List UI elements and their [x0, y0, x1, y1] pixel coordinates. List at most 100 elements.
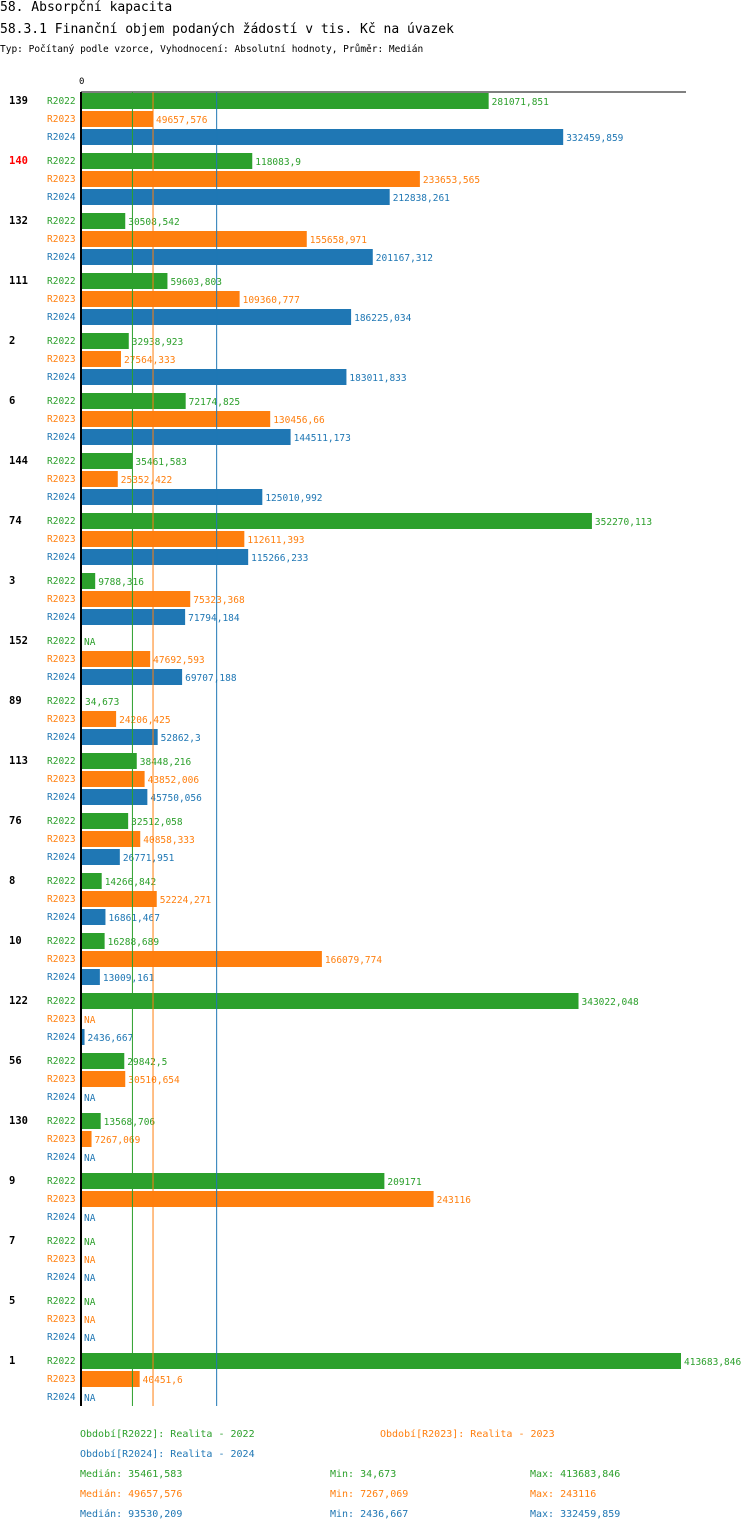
- series-row-label: R2024: [47, 492, 76, 503]
- chart-section-title: 58. Absorpční kapacita: [0, 0, 173, 15]
- bar: [81, 969, 100, 985]
- data-label: 40858,333: [143, 835, 194, 846]
- series-row-label: R2023: [47, 534, 76, 545]
- data-label: 209171: [387, 1177, 422, 1188]
- data-label: 75323,368: [193, 595, 245, 606]
- series-row-label: R2023: [47, 114, 76, 125]
- category-label: 56: [9, 1055, 22, 1067]
- series-row-label: R2022: [47, 96, 76, 107]
- bar: [81, 909, 106, 925]
- category-label: 3: [9, 575, 15, 587]
- stat-min: Min: 34,673: [330, 1469, 396, 1480]
- series-row-label: R2022: [47, 396, 76, 407]
- bar: [81, 933, 105, 949]
- series-row-label: R2024: [47, 132, 76, 143]
- data-label: 71794,184: [188, 613, 240, 624]
- data-label: 212838,261: [393, 193, 450, 204]
- data-label: 59603,803: [170, 277, 221, 288]
- data-label: NA: [84, 1093, 96, 1104]
- series-row-label: R2023: [47, 954, 76, 965]
- series-row-label: R2023: [47, 1074, 76, 1085]
- data-label: 45750,056: [150, 793, 202, 804]
- data-label: 201167,312: [376, 253, 433, 264]
- stat-max: Max: 413683,846: [530, 1469, 620, 1480]
- data-label: 49657,576: [156, 115, 208, 126]
- bar: [81, 129, 564, 145]
- series-row-label: R2023: [47, 774, 76, 785]
- chart-meta: Typ: Počítaný podle vzorce, Vyhodnocení:…: [0, 44, 424, 55]
- data-label: NA: [84, 1297, 96, 1308]
- category-label: 5: [9, 1295, 15, 1307]
- bar: [81, 249, 373, 265]
- data-label: 183011,833: [349, 373, 406, 384]
- data-label: NA: [84, 637, 96, 648]
- series-row-label: R2022: [47, 1236, 76, 1247]
- bar: [81, 453, 133, 469]
- bar: [81, 993, 579, 1009]
- series-row-label: R2024: [47, 732, 76, 743]
- bar: [81, 1191, 434, 1207]
- data-label: 115266,233: [251, 553, 308, 564]
- series-row-label: R2024: [47, 432, 76, 443]
- bar: [81, 669, 183, 685]
- bar: [81, 351, 121, 367]
- category-label: 139: [9, 95, 28, 107]
- data-label: 52224,271: [160, 895, 212, 906]
- bar: [81, 573, 96, 589]
- bar: [81, 1173, 385, 1189]
- data-label: 38448,216: [140, 757, 192, 768]
- legend-entry: Období[R2023]: Realita - 2023: [380, 1428, 555, 1440]
- data-label: 72174,825: [189, 397, 240, 408]
- data-label: NA: [84, 1315, 96, 1326]
- data-label: 144511,173: [294, 433, 351, 444]
- series-row-label: R2022: [47, 876, 76, 887]
- data-label: 30508,542: [128, 217, 179, 228]
- data-label: 52862,3: [161, 733, 201, 744]
- series-row-label: R2023: [47, 834, 76, 845]
- series-row-label: R2022: [47, 756, 76, 767]
- data-label: 109360,777: [243, 295, 300, 306]
- bar: [81, 849, 120, 865]
- data-label: NA: [84, 1333, 96, 1344]
- data-label: 186225,034: [354, 313, 411, 324]
- category-label: 7: [9, 1235, 15, 1247]
- bar: [81, 831, 141, 847]
- data-label: 352270,113: [595, 517, 652, 528]
- series-row-label: R2023: [47, 714, 76, 725]
- data-label: NA: [84, 1393, 96, 1404]
- series-row-label: R2022: [47, 156, 76, 167]
- series-row-label: R2022: [47, 1056, 76, 1067]
- bar: [81, 789, 148, 805]
- series-row-label: R2023: [47, 174, 76, 185]
- data-label: 125010,992: [265, 493, 322, 504]
- stat-median: Medián: 49657,576: [80, 1488, 182, 1500]
- series-row-label: R2024: [47, 1152, 76, 1163]
- data-label: 243116: [437, 1195, 472, 1206]
- series-row-label: R2023: [47, 474, 76, 485]
- series-row-label: R2023: [47, 1014, 76, 1025]
- data-label: 25352,422: [121, 475, 172, 486]
- series-row-label: R2024: [47, 1092, 76, 1103]
- bar: [81, 231, 307, 247]
- bar: [81, 333, 129, 349]
- bar: [81, 1353, 681, 1369]
- bar: [81, 369, 347, 385]
- series-row-label: R2023: [47, 1254, 76, 1265]
- data-label: NA: [84, 1255, 96, 1266]
- category-label: 9: [9, 1175, 15, 1187]
- series-row-label: R2023: [47, 234, 76, 245]
- data-label: 27564,333: [124, 355, 175, 366]
- data-label: 47692,593: [153, 655, 204, 666]
- bar: [81, 873, 102, 889]
- series-row-label: R2023: [47, 294, 76, 305]
- category-label: 140: [9, 155, 28, 167]
- data-label: 24206,425: [119, 715, 170, 726]
- bar: [81, 651, 151, 667]
- category-label: 8: [9, 875, 15, 887]
- series-row-label: R2023: [47, 1374, 76, 1385]
- bar: [81, 309, 352, 325]
- data-label: 112611,393: [247, 535, 304, 546]
- bar: [81, 951, 322, 967]
- data-label: 32512,058: [131, 817, 183, 828]
